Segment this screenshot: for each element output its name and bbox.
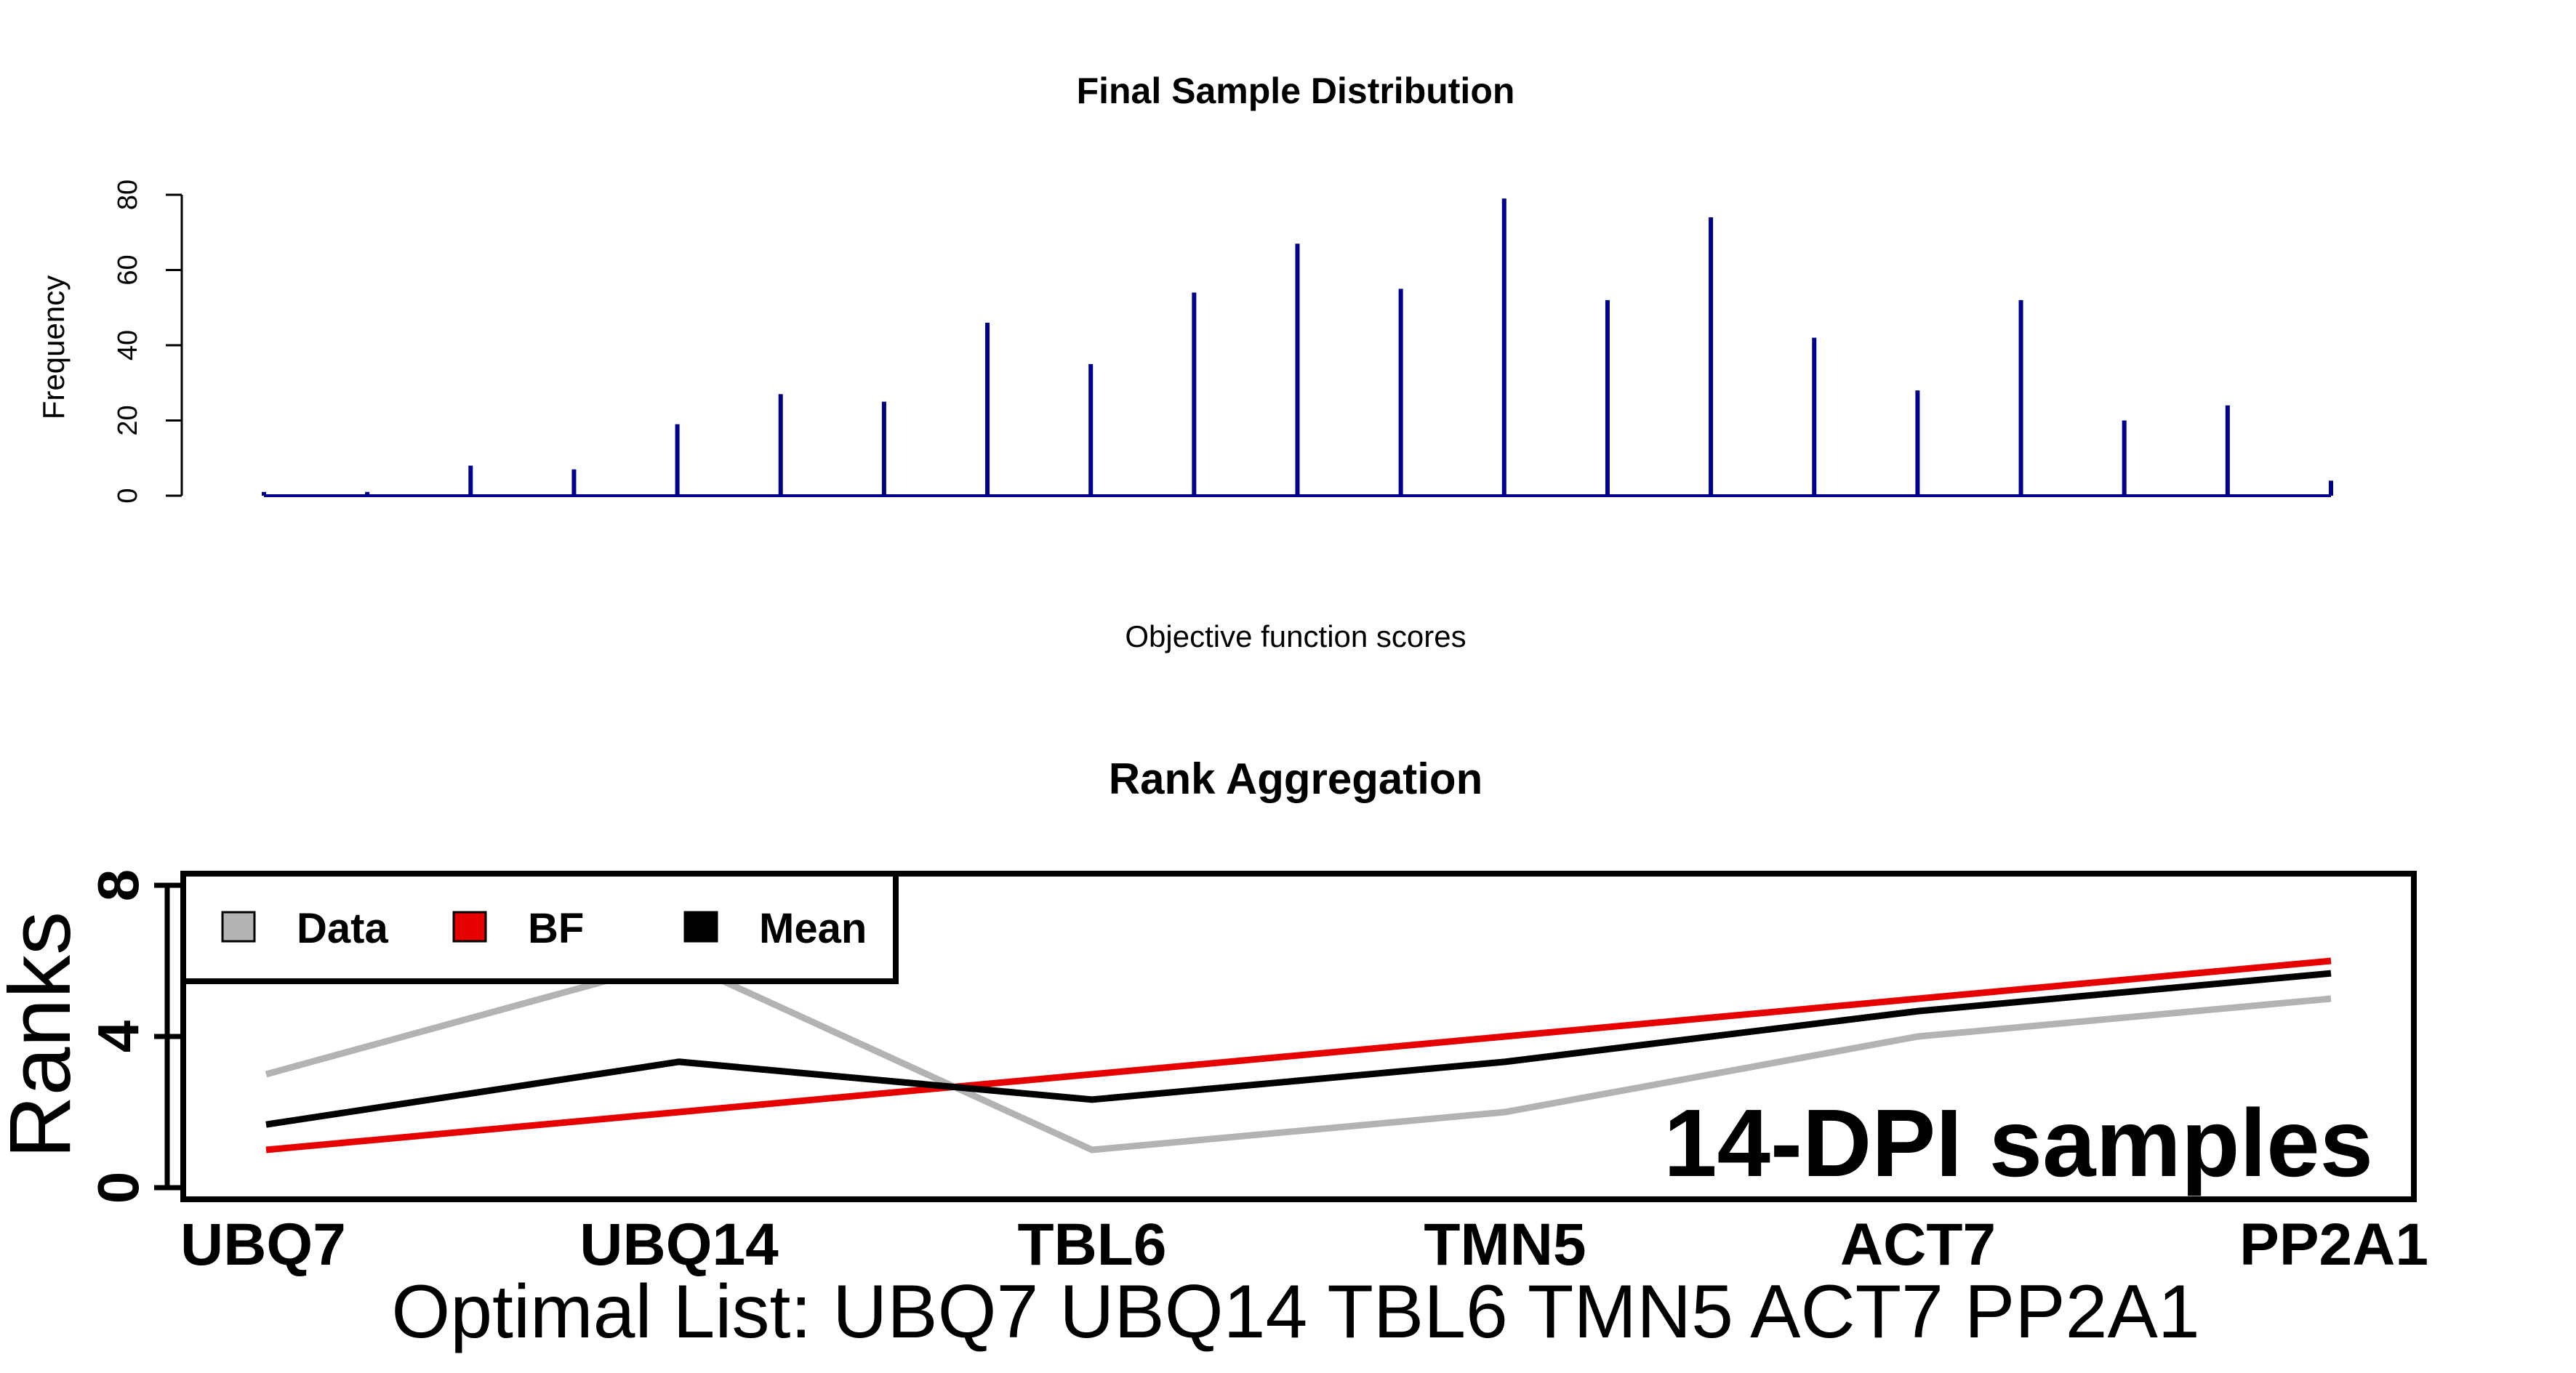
top-y-tick-label: 80 <box>113 180 143 210</box>
x-category-label: UBQ7 <box>180 1212 346 1278</box>
sample-annotation: 14-DPI samples <box>1664 1090 2373 1196</box>
legend-label-bf: BF <box>528 905 584 952</box>
bottom-y-tick-label: 4 <box>86 1020 151 1052</box>
x-category-label: ACT7 <box>1840 1212 1996 1278</box>
bottom-y-tick-label: 0 <box>86 1172 151 1204</box>
top-chart-xlabel: Objective function scores <box>1125 619 1466 653</box>
top-y-tick-label: 60 <box>113 254 143 285</box>
bottom-x-ticks: UBQ7 UBQ14 TBL6 TMN5 ACT7 PP2A1 <box>180 1212 2428 1278</box>
rank-aggregation-chart: Rank Aggregation Ranks Data BF Mean 048 … <box>0 754 2428 1354</box>
legend-swatch-mean <box>683 911 718 943</box>
top-y-tick-label: 20 <box>113 405 143 435</box>
series-line-mean <box>265 970 2332 1128</box>
bottom-chart-title: Rank Aggregation <box>1109 754 1482 803</box>
legend-swatch-data <box>221 911 256 943</box>
top-chart-title: Final Sample Distribution <box>1077 71 1515 111</box>
x-category-label: UBQ14 <box>579 1212 779 1278</box>
series-line-bf <box>265 957 2332 1153</box>
legend-label-data: Data <box>297 905 388 952</box>
top-bars <box>262 198 2333 496</box>
top-chart-ylabel: Frequency <box>36 275 71 419</box>
bottom-chart-ylabel: Ranks <box>0 911 89 1159</box>
optimal-list-footer: Optimal List: UBQ7 UBQ14 TBL6 TMN5 ACT7 … <box>391 1270 2199 1354</box>
top-y-tick-label: 0 <box>113 488 143 503</box>
x-category-label: PP2A1 <box>2239 1212 2428 1278</box>
legend: Data BF Mean <box>180 871 899 984</box>
top-y-ticks: 0 20 40 60 80 <box>113 180 182 504</box>
legend-label-mean: Mean <box>759 905 867 952</box>
sample-distribution-chart: Final Sample Distribution Frequency Obje… <box>36 71 2333 653</box>
top-y-tick-label: 40 <box>113 330 143 361</box>
bottom-y-ticks: 0 4 8 <box>86 869 183 1204</box>
legend-swatch-bf <box>452 911 487 943</box>
x-category-label: TBL6 <box>1018 1212 1167 1278</box>
bottom-y-tick-label: 8 <box>86 869 151 902</box>
x-category-label: TMN5 <box>1424 1212 1586 1278</box>
